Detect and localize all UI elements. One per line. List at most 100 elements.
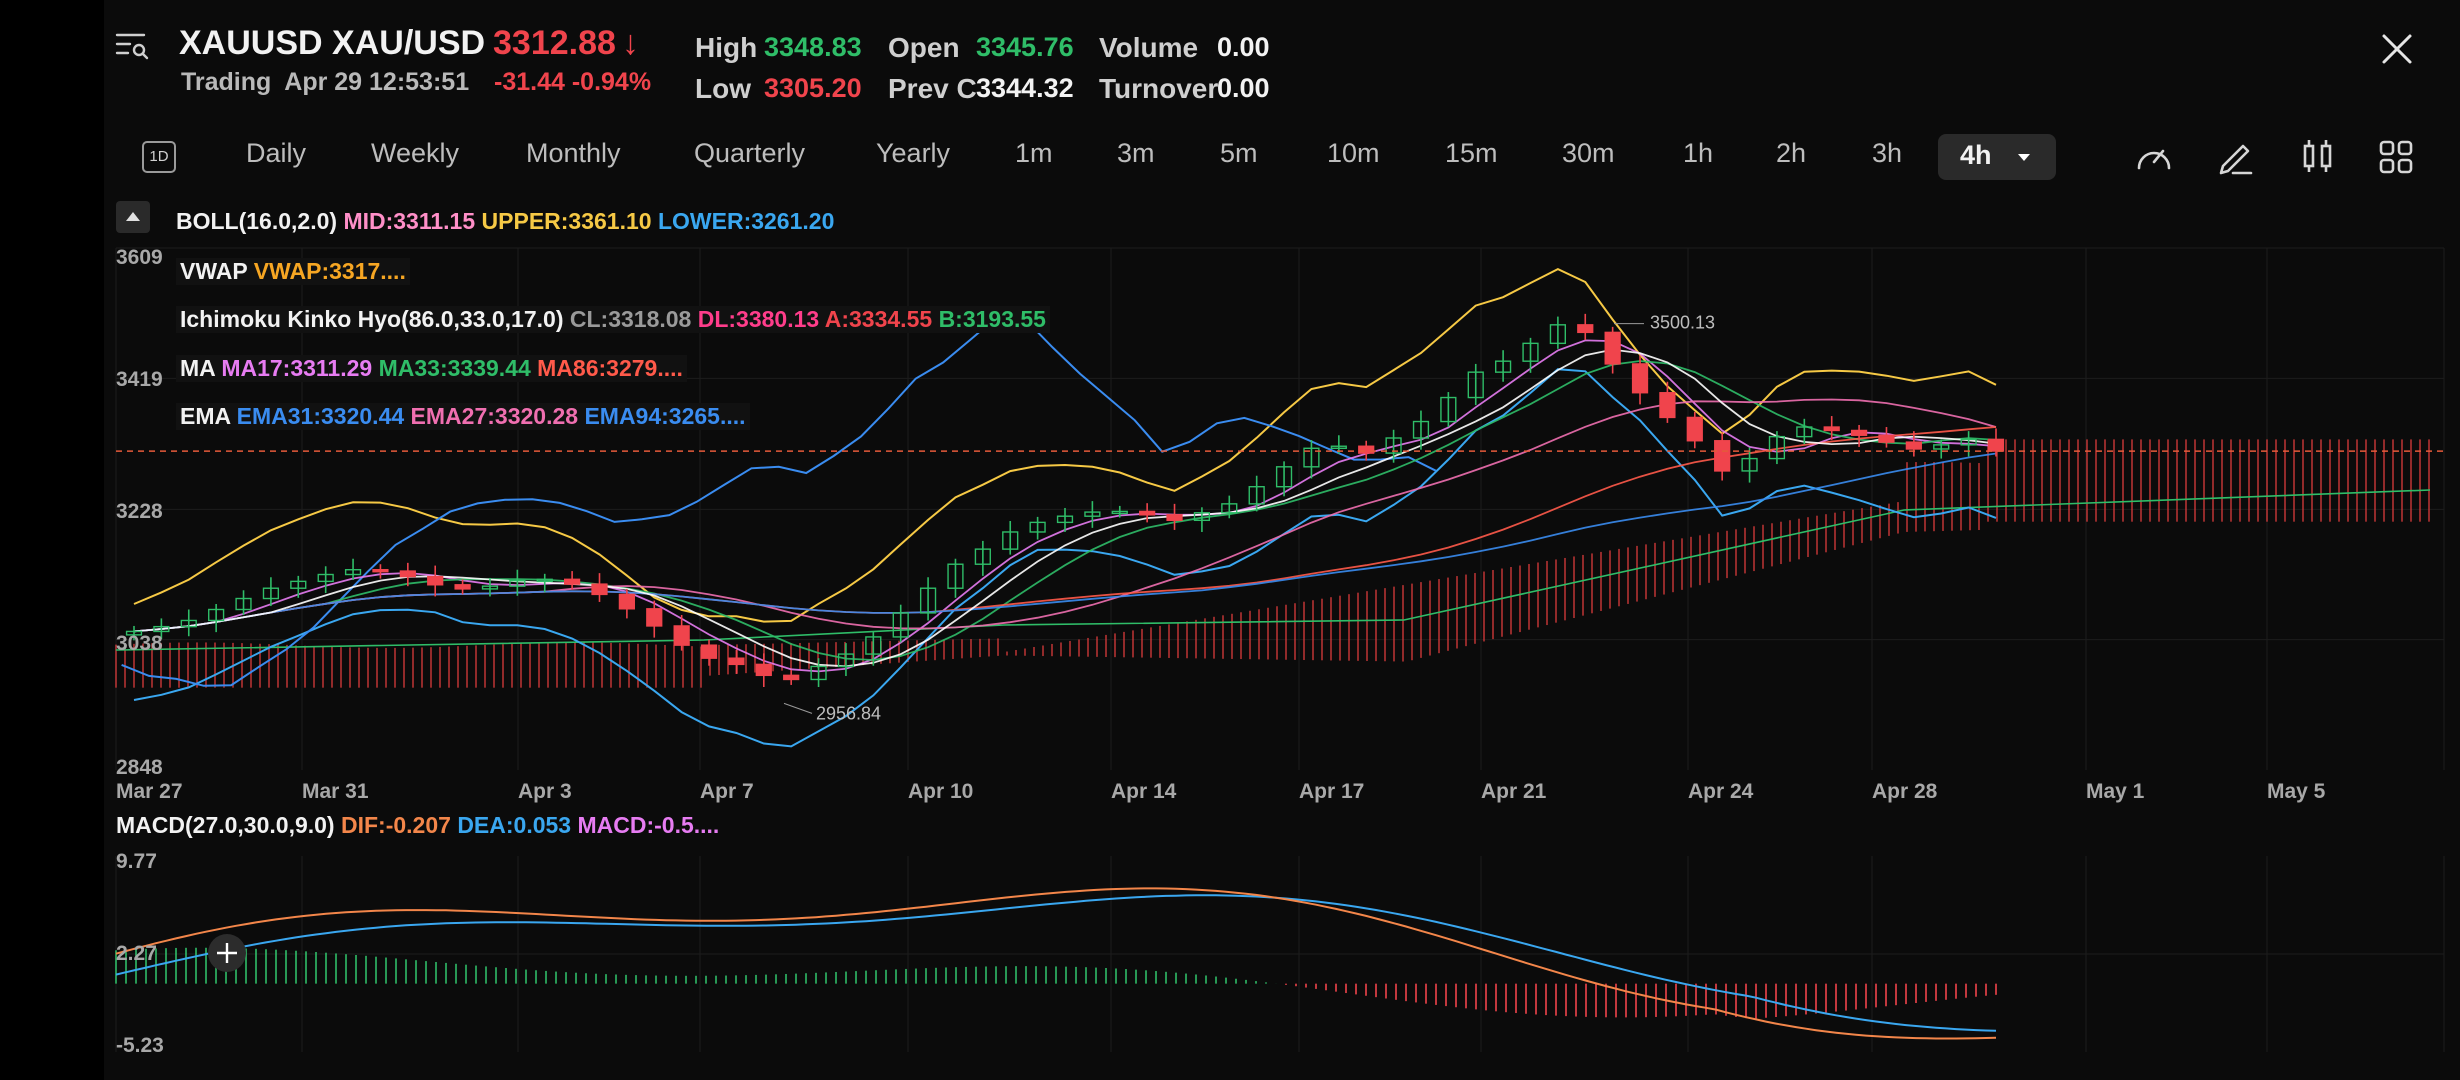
candle-up: [1330, 445, 1347, 449]
candle-up: [1056, 515, 1074, 524]
symbol-code: XAUUSD: [179, 24, 323, 62]
tab-yearly[interactable]: Yearly: [876, 138, 951, 168]
tab-monthly[interactable]: Monthly: [526, 138, 621, 168]
grid-layout-icon[interactable]: [2379, 140, 2413, 174]
candle-down: [1905, 441, 1922, 450]
candle-down: [1604, 331, 1621, 365]
macd-legend[interactable]: MACD(27.0,30.0,9.0) DIF:-0.207 DEA:0.053…: [116, 812, 719, 839]
tab-3h[interactable]: 3h: [1872, 138, 1903, 168]
ema-legend[interactable]: EMA EMA31:3320.44 EMA27:3320.28 EMA94:32…: [176, 403, 750, 430]
macd-dif: DIF:-0.207: [340, 812, 451, 838]
price-chart[interactable]: 3500.13 2956.84: [104, 200, 2460, 780]
ma-legend[interactable]: MA MA17:3311.29 MA33:3339.44 MA86:3279..…: [176, 355, 687, 382]
ema94-line: [133, 452, 1997, 633]
caret-down-icon: [2018, 154, 2030, 161]
boll-mid: MID:3311.15: [343, 208, 476, 234]
open-value: 3345.76: [976, 32, 1074, 62]
candle-down: [372, 569, 389, 573]
prevc-value: 3344.32: [976, 73, 1074, 103]
pencil-icon[interactable]: [2215, 138, 2255, 176]
candle-down: [728, 657, 745, 666]
candle-down: [673, 625, 690, 646]
candle-up: [1522, 342, 1539, 362]
close-icon[interactable]: [2380, 32, 2414, 66]
prevc-label: Prev C: [888, 73, 977, 104]
candle-up: [892, 612, 909, 638]
macd-dea: DEA:0.053: [457, 812, 572, 838]
candle-style-icon[interactable]: [2300, 138, 2336, 174]
boll-lower-line: [133, 368, 1997, 748]
macd-dif-line: [115, 887, 1997, 1040]
annotation-high: 3500.13: [1650, 313, 1715, 333]
turnover-label: Turnover: [1099, 73, 1219, 104]
x-tick-apr10: Apr 10: [908, 780, 974, 803]
candle-down: [1358, 445, 1375, 454]
tab-1h[interactable]: 1h: [1683, 138, 1714, 168]
candle-down: [1823, 426, 1840, 432]
timeframe-badge[interactable]: 1D: [142, 141, 176, 173]
candle-up: [1412, 420, 1430, 439]
x-tick-mar31: Mar 31: [302, 780, 369, 803]
open-label: Open: [888, 32, 960, 63]
ema94-value: EMA94:3265....: [584, 403, 746, 429]
tab-4h[interactable]: 4h: [1938, 134, 2056, 180]
ma17-value: MA17:3311.29: [221, 355, 373, 381]
tab-daily[interactable]: Daily: [246, 138, 307, 168]
macd-tick-top: 9.77: [116, 850, 157, 873]
candle-up: [1248, 486, 1265, 505]
macd-chart[interactable]: [104, 840, 2460, 1070]
candle-up: [262, 587, 280, 600]
last-price: 3312.88: [493, 24, 616, 62]
candle-up: [235, 597, 252, 611]
candle-down: [618, 593, 636, 610]
tab-3m[interactable]: 3m: [1117, 138, 1155, 168]
tab-1m[interactable]: 1m: [1015, 138, 1053, 168]
price-change-pct: -0.94%: [571, 68, 652, 96]
candle-up: [810, 665, 827, 681]
candle-up: [1440, 396, 1457, 423]
candle-up: [1029, 521, 1046, 533]
ichimoku-dl: DL:3380.13: [697, 306, 820, 332]
vwap-value: VWAP:3317....: [253, 258, 406, 284]
tab-weekly[interactable]: Weekly: [371, 138, 460, 168]
candle-up: [1193, 512, 1211, 522]
candle-up: [947, 563, 964, 589]
crosshair-plus-button[interactable]: [208, 934, 246, 972]
candle-up: [317, 573, 334, 583]
tab-10m[interactable]: 10m: [1327, 138, 1380, 168]
tab-quarterly[interactable]: Quarterly: [694, 138, 806, 168]
collapse-indicators-button[interactable]: [116, 201, 150, 233]
ichimoku-legend[interactable]: Ichimoku Kinko Hyo(86.0,33.0,17.0) CL:33…: [176, 306, 1050, 333]
app-window: XAUUSD XAU/USD 3312.88 ↓ Trading Apr 29 1…: [104, 0, 2460, 1080]
boll-lower: LOWER:3261.20: [657, 208, 835, 234]
candle-down: [1850, 429, 1868, 436]
x-tick-mar27: Mar 27: [116, 780, 183, 803]
candle-down: [783, 674, 800, 681]
candle-up: [1933, 444, 1950, 450]
candle-up: [1467, 371, 1484, 399]
tab-30m[interactable]: 30m: [1562, 138, 1615, 168]
speedometer-icon[interactable]: [2134, 140, 2174, 174]
boll-legend[interactable]: BOLL(16.0,2.0) MID:3311.15 UPPER:3361.10…: [176, 208, 834, 235]
plus-icon: [217, 943, 237, 963]
ma33-value: MA33:3339.44: [378, 355, 531, 381]
tab-5m[interactable]: 5m: [1220, 138, 1258, 168]
candle-up: [1960, 438, 1977, 446]
ichimoku-b: B:3193.55: [938, 306, 1046, 332]
tab-15m[interactable]: 15m: [1445, 138, 1498, 168]
candle-down: [700, 644, 718, 659]
candle-down: [591, 583, 608, 596]
candle-up: [1549, 324, 1567, 345]
tab-2h[interactable]: 2h: [1776, 138, 1807, 168]
annotation-low-leader: [783, 702, 813, 714]
y-tick-3419: 3419: [116, 368, 163, 391]
price-change: -31.44: [494, 68, 565, 96]
candle-up: [1111, 510, 1128, 515]
ma86-value: MA86:3279....: [537, 355, 683, 381]
menu-search-icon[interactable]: [114, 30, 150, 62]
vwap-legend[interactable]: VWAP VWAP:3317....: [176, 258, 410, 285]
x-tick-apr21: Apr 21: [1481, 780, 1547, 803]
ma33-line: [133, 360, 1997, 661]
candle-up: [481, 585, 499, 590]
y-tick-2848: 2848: [116, 756, 163, 779]
